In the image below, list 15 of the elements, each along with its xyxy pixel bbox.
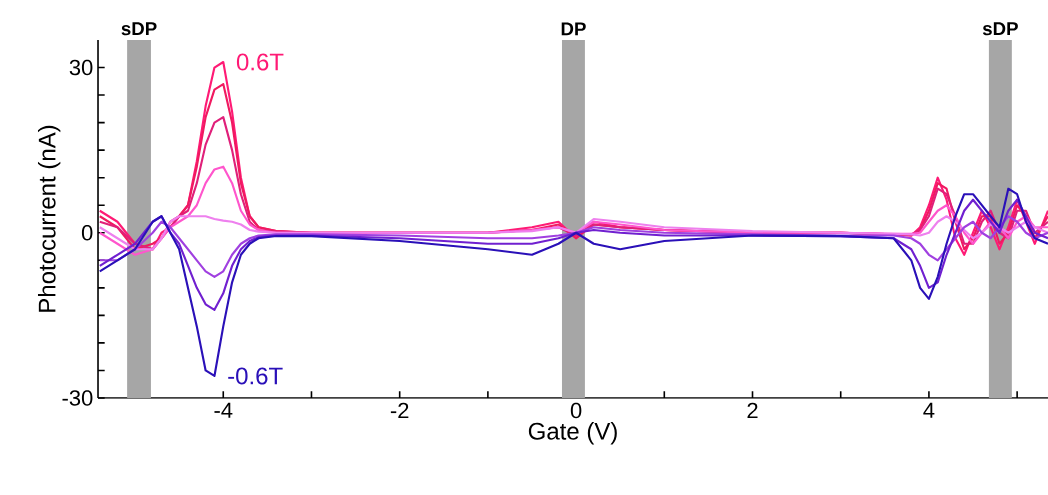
- series-label: -0.6T: [228, 367, 283, 385]
- x-tick-label: -2: [390, 402, 409, 419]
- x-tick-label: 2: [747, 402, 758, 419]
- band-label: DP: [561, 22, 586, 36]
- x-axis-title: Gate (V): [528, 422, 617, 445]
- y-tick-label: 30: [69, 59, 93, 76]
- y-tick-label: -30: [62, 390, 93, 406]
- y-tick-label: 0: [81, 224, 93, 241]
- x-tick-label: -4: [214, 402, 233, 418]
- band-label: sDP: [982, 22, 1018, 36]
- x-tick-label: 0: [570, 402, 582, 419]
- band-label: sDP: [121, 22, 157, 36]
- x-tick-label: 4: [923, 402, 935, 418]
- series-label: 0.6T: [236, 53, 284, 71]
- y-axis-title: Photocurrent (nA): [37, 125, 61, 312]
